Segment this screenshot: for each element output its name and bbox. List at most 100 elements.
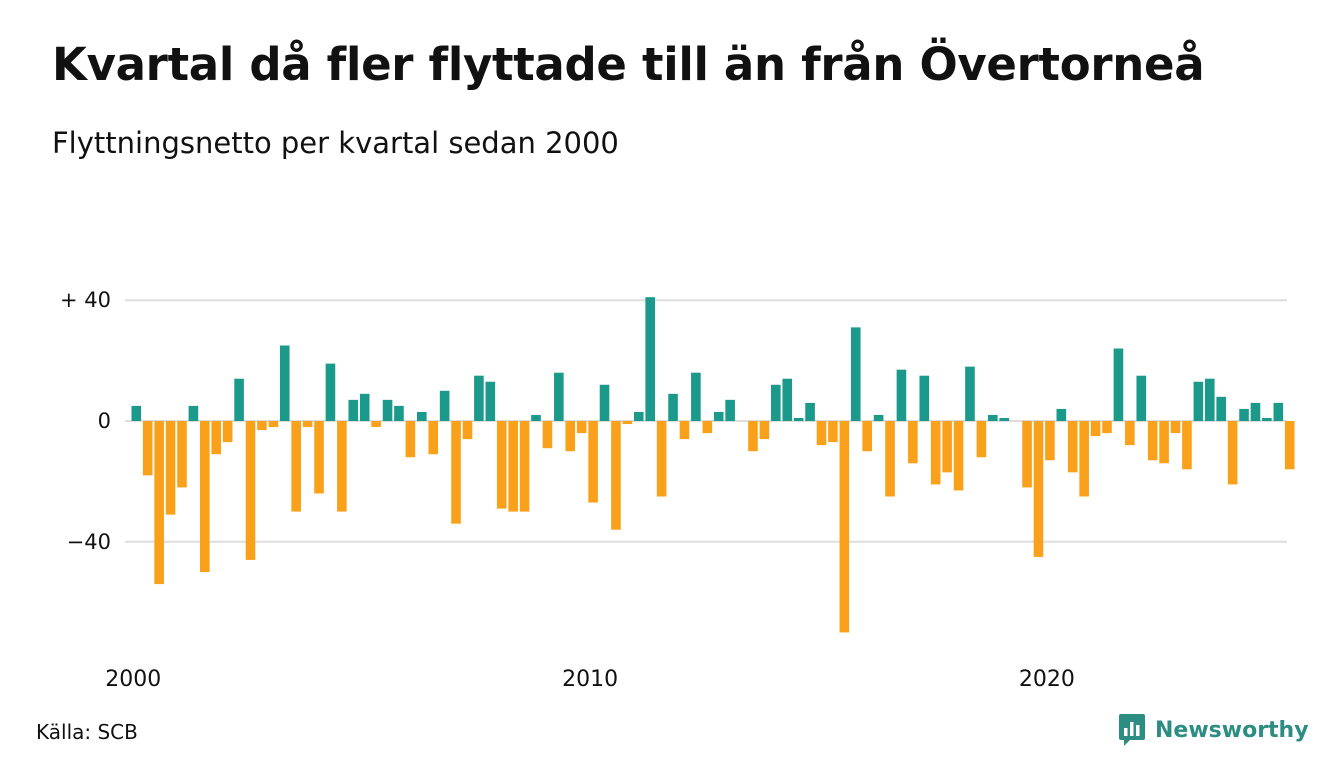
bar [702,421,713,434]
bar [485,381,496,421]
bar [371,421,381,428]
bar [988,414,998,421]
bar [1273,402,1284,421]
bar [576,421,587,434]
bar [1227,421,1238,485]
chart-subtitle: Flyttningsnetto per kvartal sedan 2000 [52,126,619,160]
bar [1250,402,1261,421]
bar [428,421,439,455]
bar [1067,421,1078,473]
chart-title: Kvartal då fler flyttade till än från Öv… [52,38,1205,91]
bar [302,421,313,428]
bar [1136,375,1147,421]
bar [496,421,507,509]
bar [1204,378,1215,421]
bar [291,421,301,512]
bar [451,421,461,524]
bar [622,421,633,425]
bar [474,375,484,421]
bar [1033,421,1044,557]
bar [633,411,644,421]
bar [382,399,393,421]
bar [828,421,838,443]
newsworthy-logo-icon [1119,714,1145,746]
bar [965,366,975,421]
bar [805,402,815,421]
bar [531,414,541,421]
bar [519,421,530,512]
brand-name: Newsworthy [1155,717,1309,743]
bar [1147,421,1158,461]
bar [668,393,678,421]
bar [748,421,758,452]
bar [554,372,564,421]
bar [919,375,930,421]
bar [1262,417,1272,421]
bar [930,421,941,485]
bar [177,421,187,488]
bar [279,345,290,421]
bar [816,421,827,446]
source-note: Källa: SCB [36,720,138,744]
bar [1284,421,1295,470]
bar [462,421,473,440]
bar [679,421,690,440]
bar [691,372,701,421]
bar [234,378,244,421]
bar [1170,421,1181,434]
bar [896,369,907,421]
x-tick-label: 2020 [1019,667,1075,692]
bar [222,421,233,443]
bar [211,421,222,455]
bar [793,417,804,421]
bar [725,399,735,421]
bar [188,405,199,421]
bar [873,414,884,421]
brand-logo: Newsworthy [1118,712,1309,748]
bar [759,421,770,440]
bar [359,393,370,421]
bar [850,327,861,421]
bar [611,421,621,530]
bar [405,421,416,458]
axis-labels: + 40 0 −40 2000 2010 2020 [60,288,1075,692]
bar [976,421,987,458]
bar [713,411,724,421]
x-tick-label: 2010 [562,667,618,692]
bar [645,297,655,421]
bar [599,384,610,421]
bar [257,421,267,431]
bar [142,421,153,476]
bar [337,421,347,512]
bar [1090,421,1101,437]
bar [565,421,576,452]
y-tick-label: 0 [98,409,111,433]
bar [200,421,210,572]
bars [131,297,1295,633]
bar [417,411,427,421]
bar [508,421,518,512]
y-tick-label: −40 [67,530,111,554]
bar [1239,408,1249,421]
bar [348,399,359,421]
bar [782,378,793,421]
bar [942,421,952,473]
bar [1113,348,1124,421]
bar [439,390,450,421]
bar [1022,421,1032,488]
bar [885,421,895,497]
y-tick-label: + 40 [60,288,111,312]
x-tick-label: 2000 [105,667,161,692]
bar [1056,408,1067,421]
bar [131,405,142,421]
bar [325,363,336,421]
bar [154,421,164,585]
bar [394,405,404,421]
bar [908,421,918,464]
bar-chart: + 40 0 −40 2000 2010 2020 [60,288,1295,692]
bar [314,421,324,494]
bar [839,421,850,633]
bar [542,421,553,449]
bar [862,421,872,452]
bar [1102,421,1112,434]
